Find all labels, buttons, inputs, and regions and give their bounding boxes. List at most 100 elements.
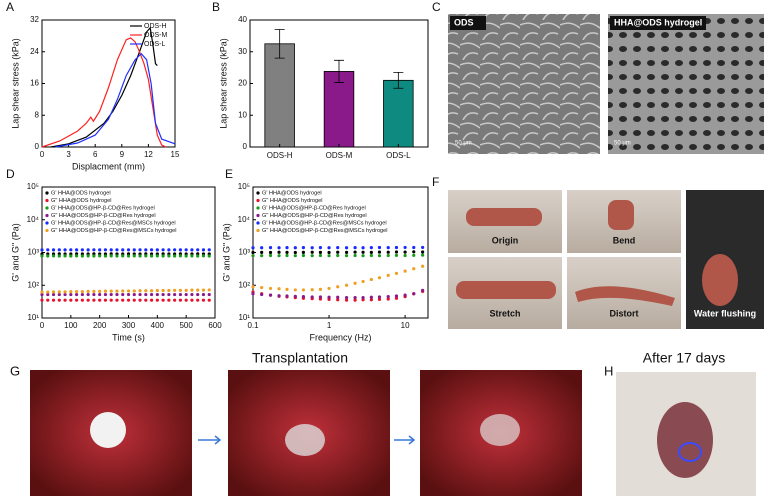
caption: Bend: [613, 235, 636, 245]
legend-label: G" HHA@ODS@HP-β-CD@Res@MSCs hydrogel: [262, 228, 388, 234]
x-tick-label: ODS-H: [267, 151, 293, 160]
point: [327, 246, 331, 250]
point: [394, 294, 399, 298]
point: [69, 254, 73, 258]
y-tick-label: 16: [30, 79, 39, 88]
point: [285, 294, 289, 298]
point: [115, 248, 119, 252]
point: [63, 298, 67, 302]
point: [109, 298, 113, 302]
point: [80, 292, 84, 297]
point: [184, 254, 188, 258]
point: [301, 253, 306, 258]
panel-letter: H: [604, 363, 613, 378]
panel-letter: C: [432, 0, 441, 14]
point: [260, 285, 264, 290]
point: [403, 245, 407, 250]
y-tick-label: 10³: [27, 248, 39, 257]
point: [353, 246, 357, 250]
point: [336, 250, 340, 254]
point: [46, 290, 50, 294]
point: [293, 250, 297, 255]
error-bar: [334, 59, 344, 83]
point: [369, 295, 373, 299]
caption-bg: [450, 16, 486, 30]
point: [196, 288, 200, 292]
point: [421, 245, 425, 250]
legend-label: G' HHA@ODS@HP-β-CD@Res@MSCs hydrogel: [262, 220, 387, 226]
point: [46, 292, 50, 297]
point: [336, 246, 340, 250]
point: [353, 295, 357, 300]
point: [293, 254, 297, 258]
y-tick-label: 24: [30, 47, 39, 56]
point: [285, 287, 289, 291]
point: [412, 245, 416, 250]
point: [132, 298, 136, 302]
point: [98, 292, 102, 297]
point: [184, 298, 188, 302]
point: [277, 246, 281, 250]
error-bar: [274, 29, 285, 59]
point: [51, 298, 56, 302]
point: [196, 292, 200, 297]
point: [369, 250, 373, 254]
point: [277, 287, 281, 291]
point: [251, 246, 255, 250]
point: [190, 292, 194, 297]
point: [92, 289, 96, 293]
point: [207, 298, 211, 302]
point: [251, 254, 255, 258]
point: [138, 289, 142, 293]
point: [207, 248, 211, 252]
point: [63, 290, 67, 294]
point: [361, 295, 365, 300]
y-tick-label: 10: [238, 110, 247, 119]
x-tick-label: 12: [144, 150, 153, 159]
scale-bar-label: 50 μm: [614, 141, 631, 147]
point: [46, 254, 50, 258]
point: [327, 295, 331, 299]
legend-marker: [256, 228, 260, 233]
point: [138, 254, 142, 258]
point: [109, 254, 113, 258]
x-tick-label: 10: [401, 321, 410, 330]
bar: [264, 43, 295, 148]
bar: [323, 71, 355, 148]
point: [86, 248, 90, 252]
point: [285, 250, 289, 254]
point: [403, 269, 407, 273]
point: [173, 288, 177, 292]
panel-h: After 17 days H: [604, 350, 756, 496]
point: [207, 288, 211, 292]
point: [132, 248, 136, 252]
point: [173, 298, 177, 302]
point: [251, 250, 255, 255]
point: [201, 288, 206, 292]
point: [155, 292, 159, 297]
point: [92, 254, 96, 258]
point: [149, 289, 154, 293]
point: [126, 289, 131, 293]
point: [386, 246, 390, 250]
point: [251, 292, 255, 296]
point: [115, 254, 119, 258]
point: [46, 248, 50, 252]
point: [178, 288, 182, 292]
plot-frame: [41, 19, 176, 148]
point: [178, 292, 182, 297]
point: [103, 248, 108, 252]
point: [412, 253, 416, 257]
point: [51, 290, 56, 294]
point: [132, 289, 136, 293]
point: [421, 264, 425, 268]
y-axis-label: Lap shear stress (kPa): [10, 38, 20, 129]
point: [318, 295, 323, 299]
x-tick-label: 0.1: [247, 321, 259, 330]
x-tick-label: 200: [93, 321, 107, 330]
sem-image: [608, 14, 764, 154]
point: [386, 250, 390, 254]
legend-label: G" HHA@ODS@HP-β-CD@Res@MSCs hydrogel: [51, 228, 177, 234]
point: [173, 292, 177, 297]
point: [92, 252, 96, 256]
